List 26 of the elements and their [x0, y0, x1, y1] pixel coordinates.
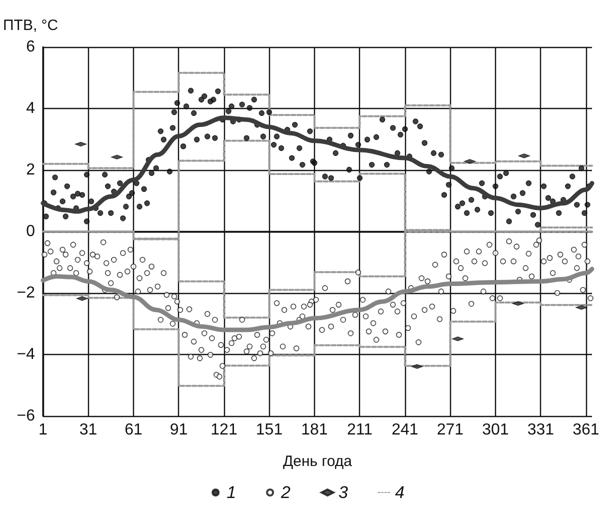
y-axis-title: ПТВ, °C — [3, 17, 58, 34]
x-tick-label: 151 — [256, 422, 283, 438]
x-tick-label: 241 — [392, 422, 418, 438]
x-tick-label: 91 — [170, 422, 188, 438]
x-tick-label: 211 — [346, 422, 373, 438]
y-tick-label: −4 — [16, 346, 36, 363]
legend-label: 2 — [280, 483, 292, 502]
x-tick-label: 31 — [79, 422, 98, 438]
x-tick-label: 1 — [38, 422, 48, 438]
x-tick-label: 331 — [527, 422, 554, 438]
y-tick-label: 6 — [26, 38, 36, 56]
x-tick-label: 301 — [482, 422, 509, 438]
y-tick-label: −6 — [16, 408, 36, 424]
x-tick-label: 181 — [301, 422, 328, 438]
x-tick-label: 61 — [124, 422, 142, 438]
x-tick-label: 361 — [572, 422, 600, 438]
y-tick-label: 4 — [26, 100, 36, 117]
legend-label: 1 — [226, 483, 236, 502]
legend-label: 3 — [338, 483, 348, 502]
x-tick-label: 271 — [436, 422, 464, 438]
y-tick-label: −2 — [16, 284, 36, 302]
x-tick-label: 121 — [210, 422, 238, 438]
y-tick-label: 0 — [26, 223, 36, 240]
x-axis-title: День года — [282, 453, 353, 470]
legend-label: 4 — [394, 483, 404, 502]
y-tick-label: 2 — [26, 162, 36, 178]
